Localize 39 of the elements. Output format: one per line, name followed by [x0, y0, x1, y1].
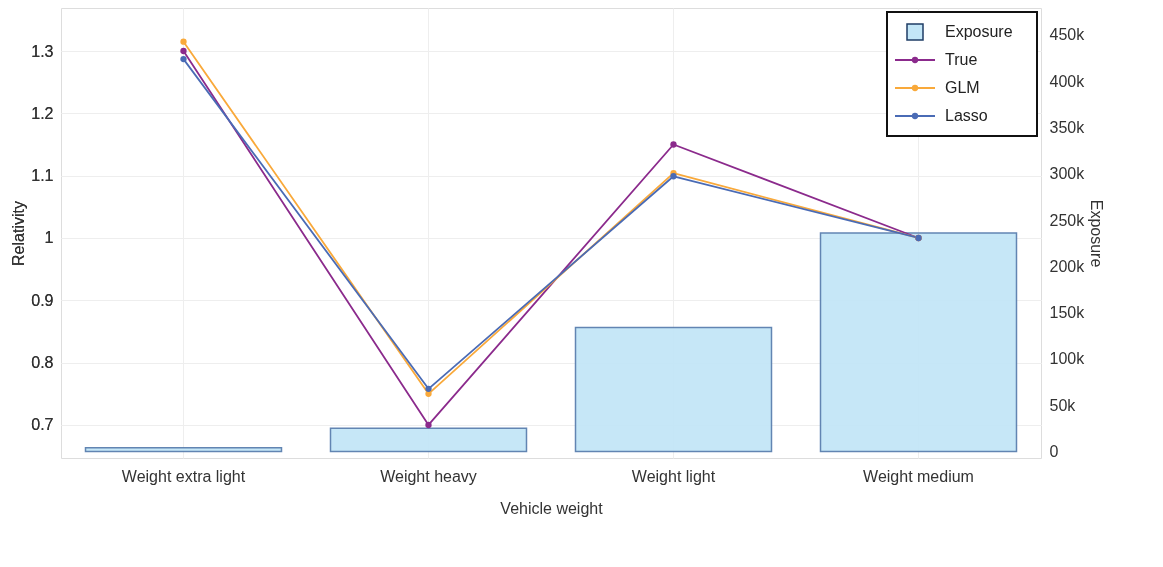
legend-label: True	[945, 51, 978, 68]
y2-tick-label: 350k	[1049, 118, 1086, 136]
bar	[819, 232, 1018, 453]
x-tick-label: Weight medium	[863, 467, 974, 485]
y-tick-label: 1.1	[31, 167, 54, 185]
y2-tick-label: 400k	[1049, 72, 1086, 90]
y-tick-label: 1.3	[31, 42, 54, 60]
bar	[574, 326, 773, 453]
x-tick-label: Weight light	[631, 467, 716, 485]
point	[425, 421, 432, 429]
y2-tick-label: 300k	[1049, 165, 1086, 183]
point	[180, 47, 187, 55]
y2-tick-label: 50k	[1049, 396, 1077, 414]
x-tick-label: Weight extra light	[121, 467, 246, 485]
point	[670, 141, 677, 148]
legend-label: Exposure	[945, 23, 1013, 40]
point	[180, 55, 187, 63]
point	[425, 385, 432, 392]
x-tick-label: Weight heavy	[380, 467, 477, 485]
legend-label: GLM	[945, 79, 980, 96]
y-tick-label: 1	[44, 229, 54, 247]
y-tick-label: 1.2	[31, 104, 54, 122]
y-tick-label: 0.7	[31, 416, 54, 434]
point	[180, 38, 187, 45]
y2-axis-title: Exposure	[1088, 199, 1106, 268]
y2-tick-label: 250k	[1049, 211, 1086, 229]
y2-tick-label: 0	[1049, 443, 1059, 461]
y2-tick-label: 150k	[1049, 304, 1086, 322]
y-axis-title: Relativity	[10, 201, 28, 266]
y2-tick-label: 100k	[1049, 350, 1086, 368]
y-tick-label: 0.9	[31, 291, 54, 309]
point	[425, 390, 432, 397]
y2-tick-label: 200k	[1049, 257, 1086, 275]
bar	[329, 427, 528, 453]
x-axis-title: Vehicle weight	[500, 499, 604, 517]
y2-tick-label: 450k	[1049, 26, 1086, 44]
legend-label: Lasso	[945, 107, 988, 124]
y-tick-label: 0.8	[31, 354, 54, 372]
bar	[84, 447, 283, 453]
